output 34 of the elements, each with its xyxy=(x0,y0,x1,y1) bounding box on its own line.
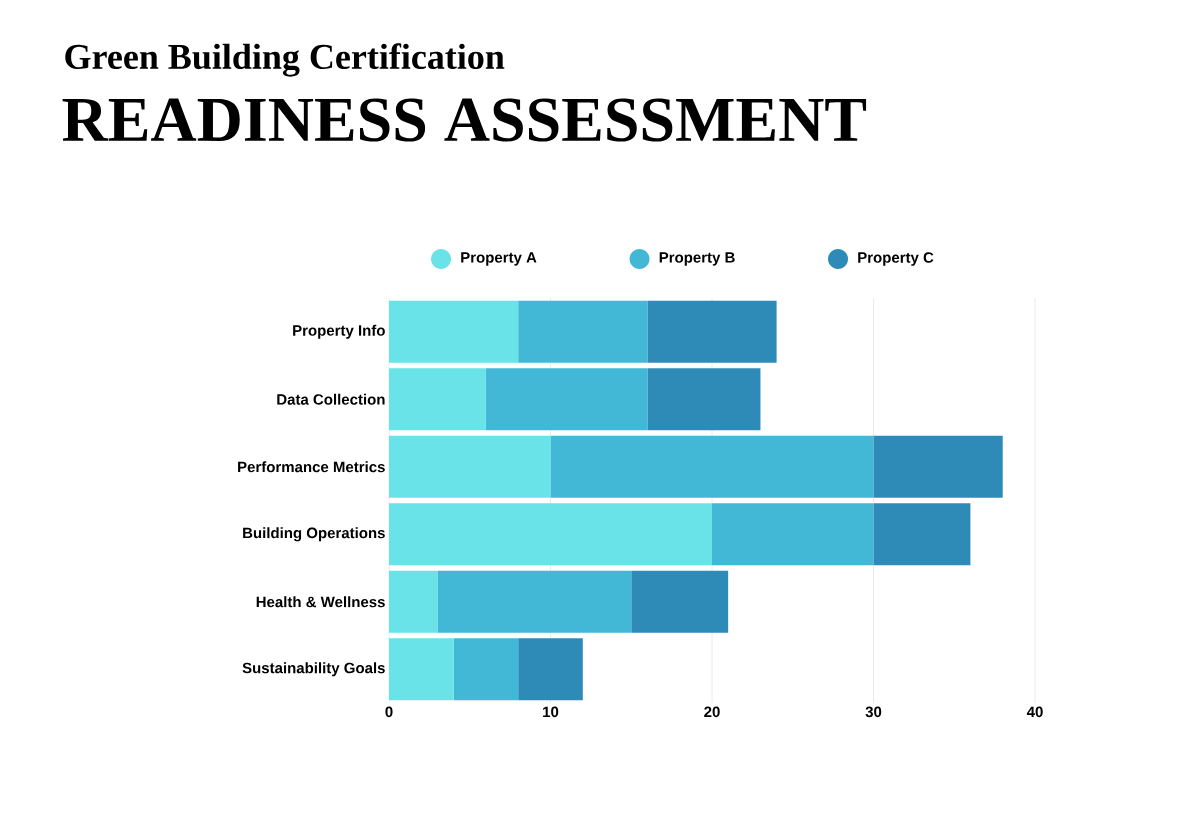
y-tick-label: Property Info xyxy=(293,324,385,339)
y-tick-label: Health & Wellness xyxy=(256,596,385,608)
legend-label: Property A xyxy=(461,252,537,266)
bar xyxy=(518,300,648,363)
bar xyxy=(873,503,971,566)
bar xyxy=(873,435,1003,498)
y-tick-label: Building Operations xyxy=(243,527,385,542)
bar xyxy=(631,570,729,633)
bar xyxy=(389,503,713,566)
legend-label: Property B xyxy=(659,252,735,266)
bar xyxy=(389,435,551,498)
legend-label: Property C xyxy=(858,252,934,266)
bar xyxy=(647,300,777,363)
x-tick-label: 0 xyxy=(385,706,393,718)
bar xyxy=(389,570,438,633)
chart-title: Green Building Certification xyxy=(65,43,505,77)
bar xyxy=(437,570,632,633)
y-tick-label: Data Collection xyxy=(277,393,385,405)
bar xyxy=(518,638,583,701)
x-tick-label: 20 xyxy=(704,706,720,718)
x-tick-label: 10 xyxy=(543,706,559,718)
chart-subtitle: READINESS ASSESSMENT xyxy=(62,98,867,142)
x-tick-label: 40 xyxy=(1026,706,1043,718)
bar xyxy=(550,435,874,498)
y-tick-label: Sustainability Goals xyxy=(242,662,385,677)
x-tick-label: 30 xyxy=(865,706,882,718)
bar xyxy=(647,368,761,431)
bar xyxy=(485,368,648,431)
bar xyxy=(389,638,454,701)
bar xyxy=(389,368,486,431)
bar xyxy=(389,300,519,363)
y-tick-label: Performance Metrics xyxy=(238,461,385,473)
bar xyxy=(712,503,874,566)
bar xyxy=(453,638,519,701)
